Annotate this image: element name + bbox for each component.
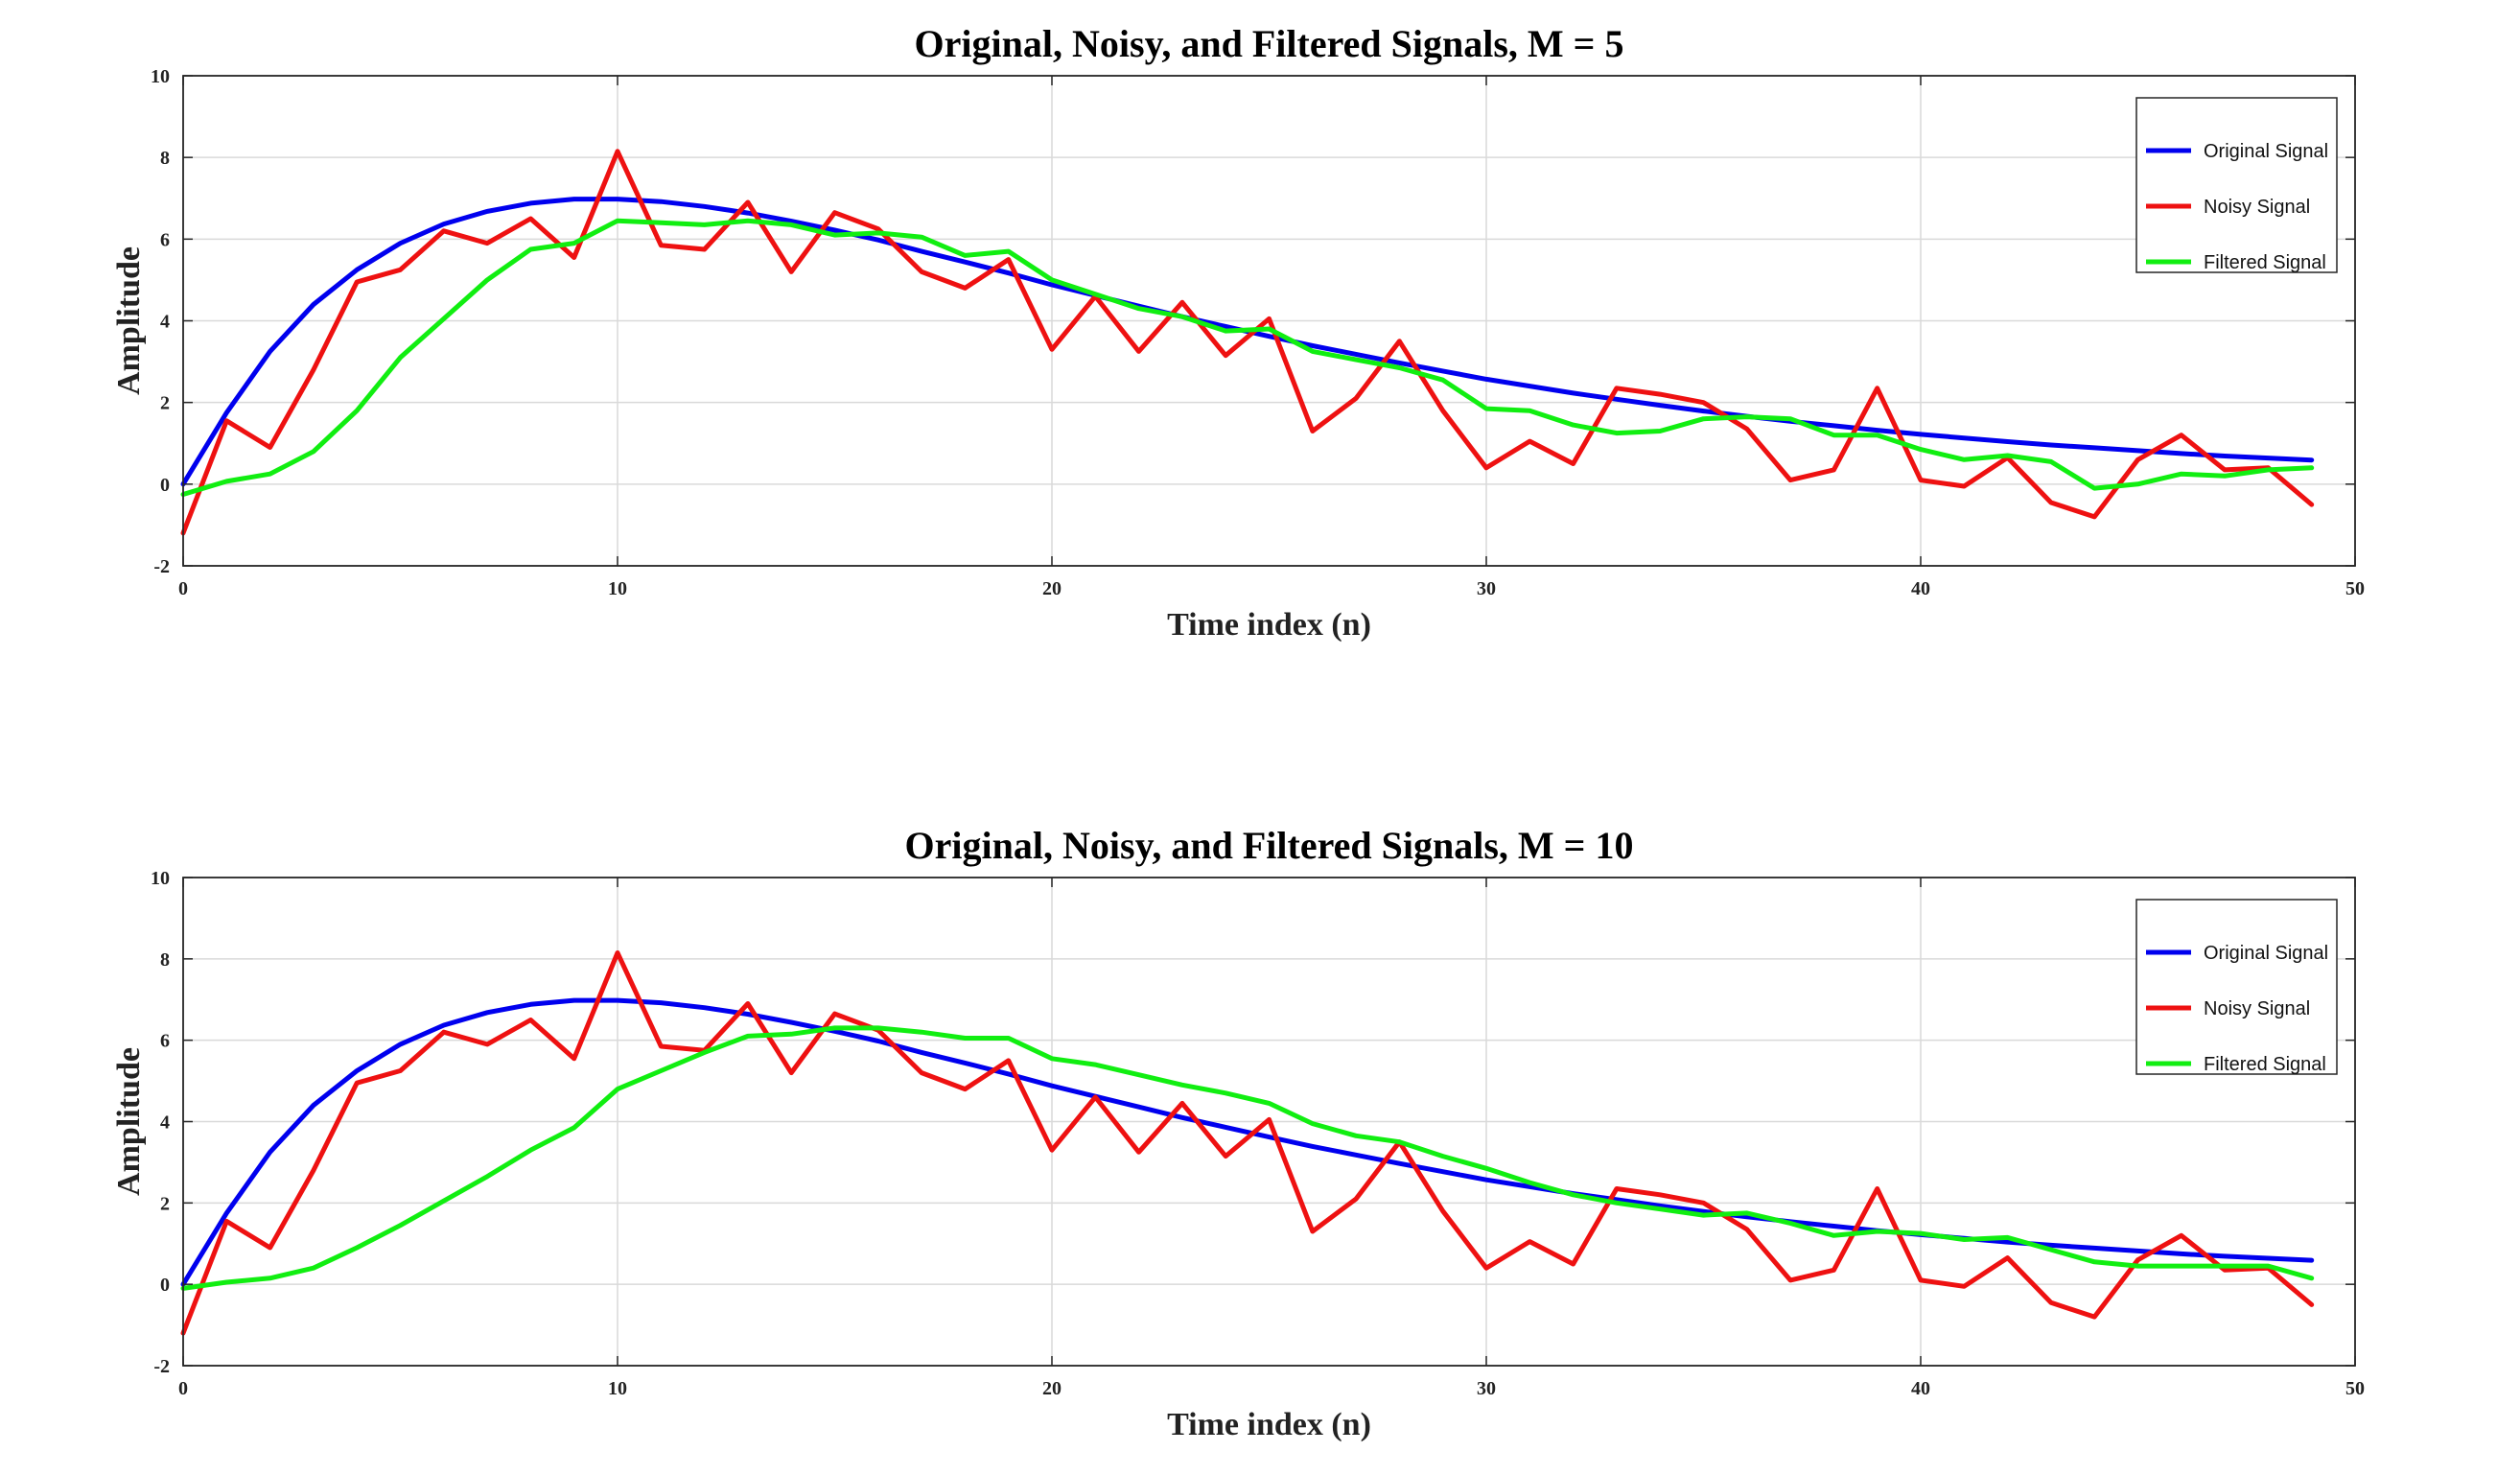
x-tick-label: 30 — [1477, 1378, 1496, 1399]
x-tick-label: 30 — [1477, 578, 1496, 599]
y-tick-label: 2 — [160, 1193, 170, 1214]
x-tick-label: 40 — [1911, 1378, 1930, 1399]
x-tick-label: 50 — [2345, 578, 2365, 599]
series-line-noisy-signal — [180, 149, 2315, 536]
subplot-1: 0 10 20 30 40 50 -2 0 2 4 6 8 10 Original, Noisy, and… — [111, 22, 2365, 643]
series-line-filtered-signal — [180, 218, 2315, 497]
y-tick-label: 0 — [160, 475, 170, 496]
series-line-filtered-signal — [180, 1025, 2315, 1291]
legend-box — [2135, 899, 2338, 1075]
y-tick-label: -2 — [153, 1356, 170, 1377]
legend: Original Signal Noisy Signal Filtered Sign… — [2135, 97, 2338, 273]
legend-box — [2135, 97, 2338, 273]
y-tick-label: 4 — [160, 312, 170, 333]
x-tick-label: 10 — [608, 578, 627, 599]
legend: Original Signal Noisy Signal Filtered Sign… — [2135, 899, 2338, 1075]
x-axis-label: Time index (n) — [1167, 607, 1371, 643]
y-tick-label: 10 — [151, 868, 170, 889]
x-axis-label: Time index (n) — [1167, 1407, 1371, 1442]
legend-label: Noisy Signal — [2204, 197, 2310, 218]
y-tick-label: 0 — [160, 1275, 170, 1296]
y-tick-label: -2 — [153, 556, 170, 577]
y-tick-label: 2 — [160, 393, 170, 414]
chart-title: Original, Noisy, and Filtered Signals, M… — [905, 824, 1634, 867]
y-tick-label: 8 — [160, 949, 170, 971]
y-tick-label: 8 — [160, 148, 170, 169]
legend-label: Filtered Signal — [2204, 1054, 2326, 1075]
y-axis-label: Amplitude — [111, 246, 147, 395]
y-axis-label: Amplitude — [111, 1047, 147, 1196]
x-tick-label: 50 — [2345, 1378, 2365, 1399]
x-tick-label: 0 — [178, 1378, 188, 1399]
legend-label: Filtered Signal — [2204, 252, 2326, 273]
legend-label: Noisy Signal — [2204, 998, 2310, 1019]
y-tick-label: 6 — [160, 1031, 170, 1052]
x-tick-label: 10 — [608, 1378, 627, 1399]
legend-label: Original Signal — [2204, 141, 2328, 162]
chart-title: Original, Noisy, and Filtered Signals, M… — [915, 22, 1624, 65]
y-tick-label: 10 — [151, 66, 170, 87]
x-tick-label: 40 — [1911, 578, 1930, 599]
legend-label: Original Signal — [2204, 943, 2328, 964]
series-line-noisy-signal — [180, 950, 2315, 1336]
y-tick-label: 4 — [160, 1112, 170, 1134]
x-tick-label: 20 — [1042, 1378, 1062, 1399]
subplot-2: 0 10 20 30 40 50 -2 0 2 4 6 8 10 Original, Noisy, and… — [111, 824, 2365, 1442]
x-tick-label: 0 — [178, 578, 188, 599]
y-tick-label: 6 — [160, 229, 170, 250]
x-tick-label: 20 — [1042, 578, 1062, 599]
